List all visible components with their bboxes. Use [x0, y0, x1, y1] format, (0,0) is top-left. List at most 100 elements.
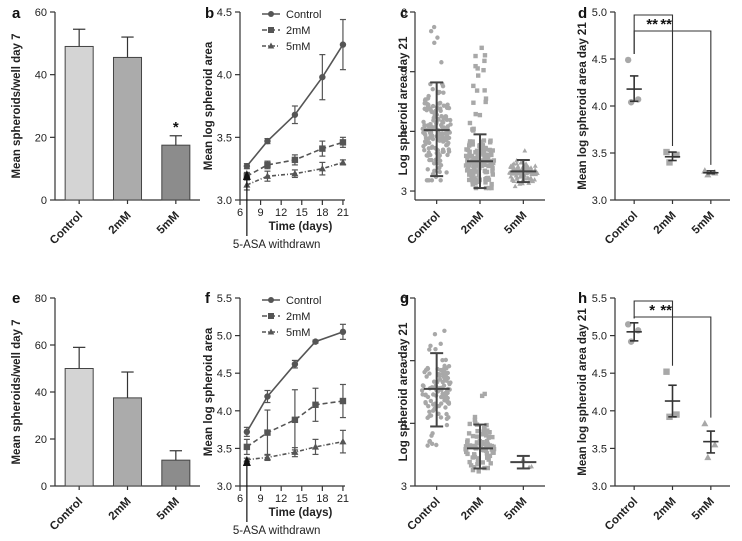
y-tick-label: 6	[401, 293, 407, 305]
x-tick-label: 15	[296, 207, 308, 219]
data-point	[484, 455, 490, 460]
data-point	[514, 160, 520, 166]
data-point	[445, 152, 450, 158]
data-point	[475, 456, 481, 461]
data-point	[312, 338, 319, 345]
data-point	[427, 409, 432, 414]
panel-label: b	[205, 5, 214, 22]
series-line	[246, 400, 344, 448]
data-point	[425, 365, 430, 371]
data-point	[473, 156, 478, 161]
data-point	[522, 148, 528, 153]
data-point	[291, 448, 299, 455]
data-point	[427, 439, 432, 444]
data-point	[484, 438, 490, 444]
data-point	[445, 390, 450, 396]
data-point	[440, 358, 445, 363]
data-point	[465, 438, 470, 443]
data-point	[479, 45, 484, 51]
data-point	[624, 321, 632, 328]
data-point	[444, 117, 449, 122]
y-tick-label: 5.0	[592, 331, 607, 343]
data-point	[444, 411, 449, 417]
data-point	[523, 164, 529, 170]
data-point	[438, 415, 444, 420]
y-axis-title: Mean spheroids/well day 7	[11, 33, 23, 178]
x-category-label: 2mM	[459, 210, 486, 237]
data-point	[483, 433, 489, 438]
legend-marker	[268, 313, 274, 319]
data-point	[488, 138, 493, 143]
data-point	[491, 450, 496, 455]
data-point	[425, 167, 430, 172]
data-point	[476, 459, 481, 464]
y-tick-label: 40	[35, 387, 47, 399]
data-point	[472, 417, 478, 423]
y-tick-label: 60	[35, 7, 47, 19]
x-category-label: Control	[603, 496, 640, 533]
y-tick-label: 4.5	[592, 368, 607, 380]
data-point	[472, 176, 477, 181]
data-point	[529, 464, 534, 469]
data-point	[624, 56, 632, 64]
data-point	[447, 380, 452, 386]
panel-c: c 3 4 5 6 Log spheroid area day 21 Control 2mM 5…	[398, 5, 545, 247]
data-point	[481, 67, 486, 73]
x-category-label: 5mM	[155, 210, 182, 237]
y-tick-label: 4.0	[217, 70, 232, 82]
x-tick-label: 12	[275, 493, 287, 505]
y-axis-title: Mean log spheroid area	[203, 41, 215, 170]
data-point	[439, 114, 444, 119]
y-tick-label: 5	[401, 67, 407, 79]
data-point	[478, 139, 484, 144]
data-point	[466, 163, 472, 168]
data-point	[432, 40, 437, 46]
data-point	[437, 158, 443, 163]
x-category-label: 2mM	[459, 496, 486, 523]
x-category-label: Control	[48, 496, 85, 533]
data-point	[443, 357, 449, 363]
data-point	[469, 444, 474, 449]
legend-label: 5mM	[286, 41, 310, 53]
data-point	[514, 170, 520, 176]
data-point	[489, 185, 494, 191]
legend-marker	[267, 328, 275, 335]
legend-marker	[267, 42, 275, 49]
x-category-label: 2mM	[652, 210, 679, 237]
data-point	[427, 140, 432, 146]
data-point	[469, 153, 475, 159]
data-point	[467, 149, 472, 155]
data-point	[424, 101, 429, 106]
data-point	[339, 328, 347, 336]
data-point	[480, 460, 485, 465]
data-point	[512, 183, 518, 189]
data-point	[480, 146, 485, 151]
significance-marker: **	[660, 16, 672, 33]
significance-marker: **	[660, 302, 672, 319]
y-tick-label: 5.0	[592, 7, 607, 19]
data-point	[264, 429, 271, 436]
y-tick-label: 40	[35, 70, 47, 82]
legend-marker	[268, 11, 274, 17]
data-point	[470, 139, 475, 144]
data-point	[484, 451, 490, 456]
series-line	[246, 44, 344, 167]
x-category-label: 5mM	[502, 496, 529, 523]
significance-marker: **	[646, 16, 658, 33]
data-point	[468, 172, 474, 178]
data-point	[438, 178, 443, 183]
data-point	[291, 156, 299, 164]
data-point	[464, 168, 470, 173]
panel-label: f	[205, 290, 211, 307]
data-point	[440, 83, 446, 89]
data-point	[423, 132, 428, 138]
x-tick-label: 15	[296, 493, 308, 505]
data-point	[448, 117, 453, 123]
data-point	[463, 153, 469, 159]
data-point	[474, 434, 480, 439]
data-point	[510, 170, 516, 175]
data-point	[473, 53, 478, 59]
data-point	[532, 170, 538, 175]
data-point	[491, 158, 497, 163]
